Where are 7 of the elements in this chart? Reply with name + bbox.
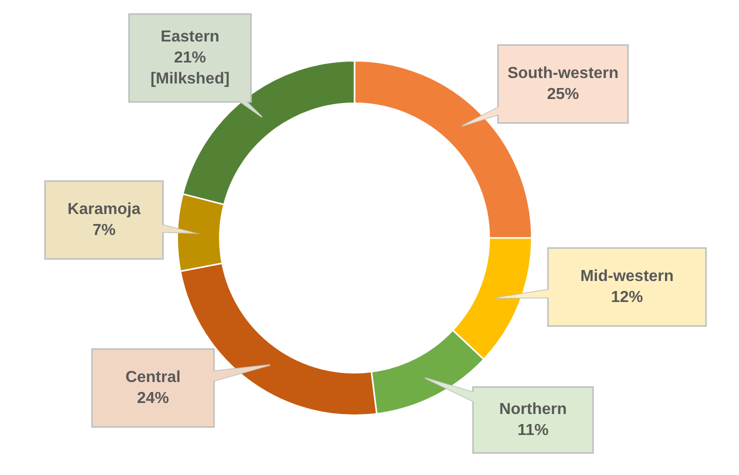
data-label: 24% <box>136 390 170 407</box>
slice-label: Eastern <box>160 28 220 46</box>
slice-label: South-western <box>507 64 619 82</box>
slice-label: Karamoja <box>68 200 141 218</box>
slice-label: Mid-western <box>580 268 674 285</box>
data-label: 11% <box>517 422 549 439</box>
data-label: 12% <box>610 288 644 306</box>
